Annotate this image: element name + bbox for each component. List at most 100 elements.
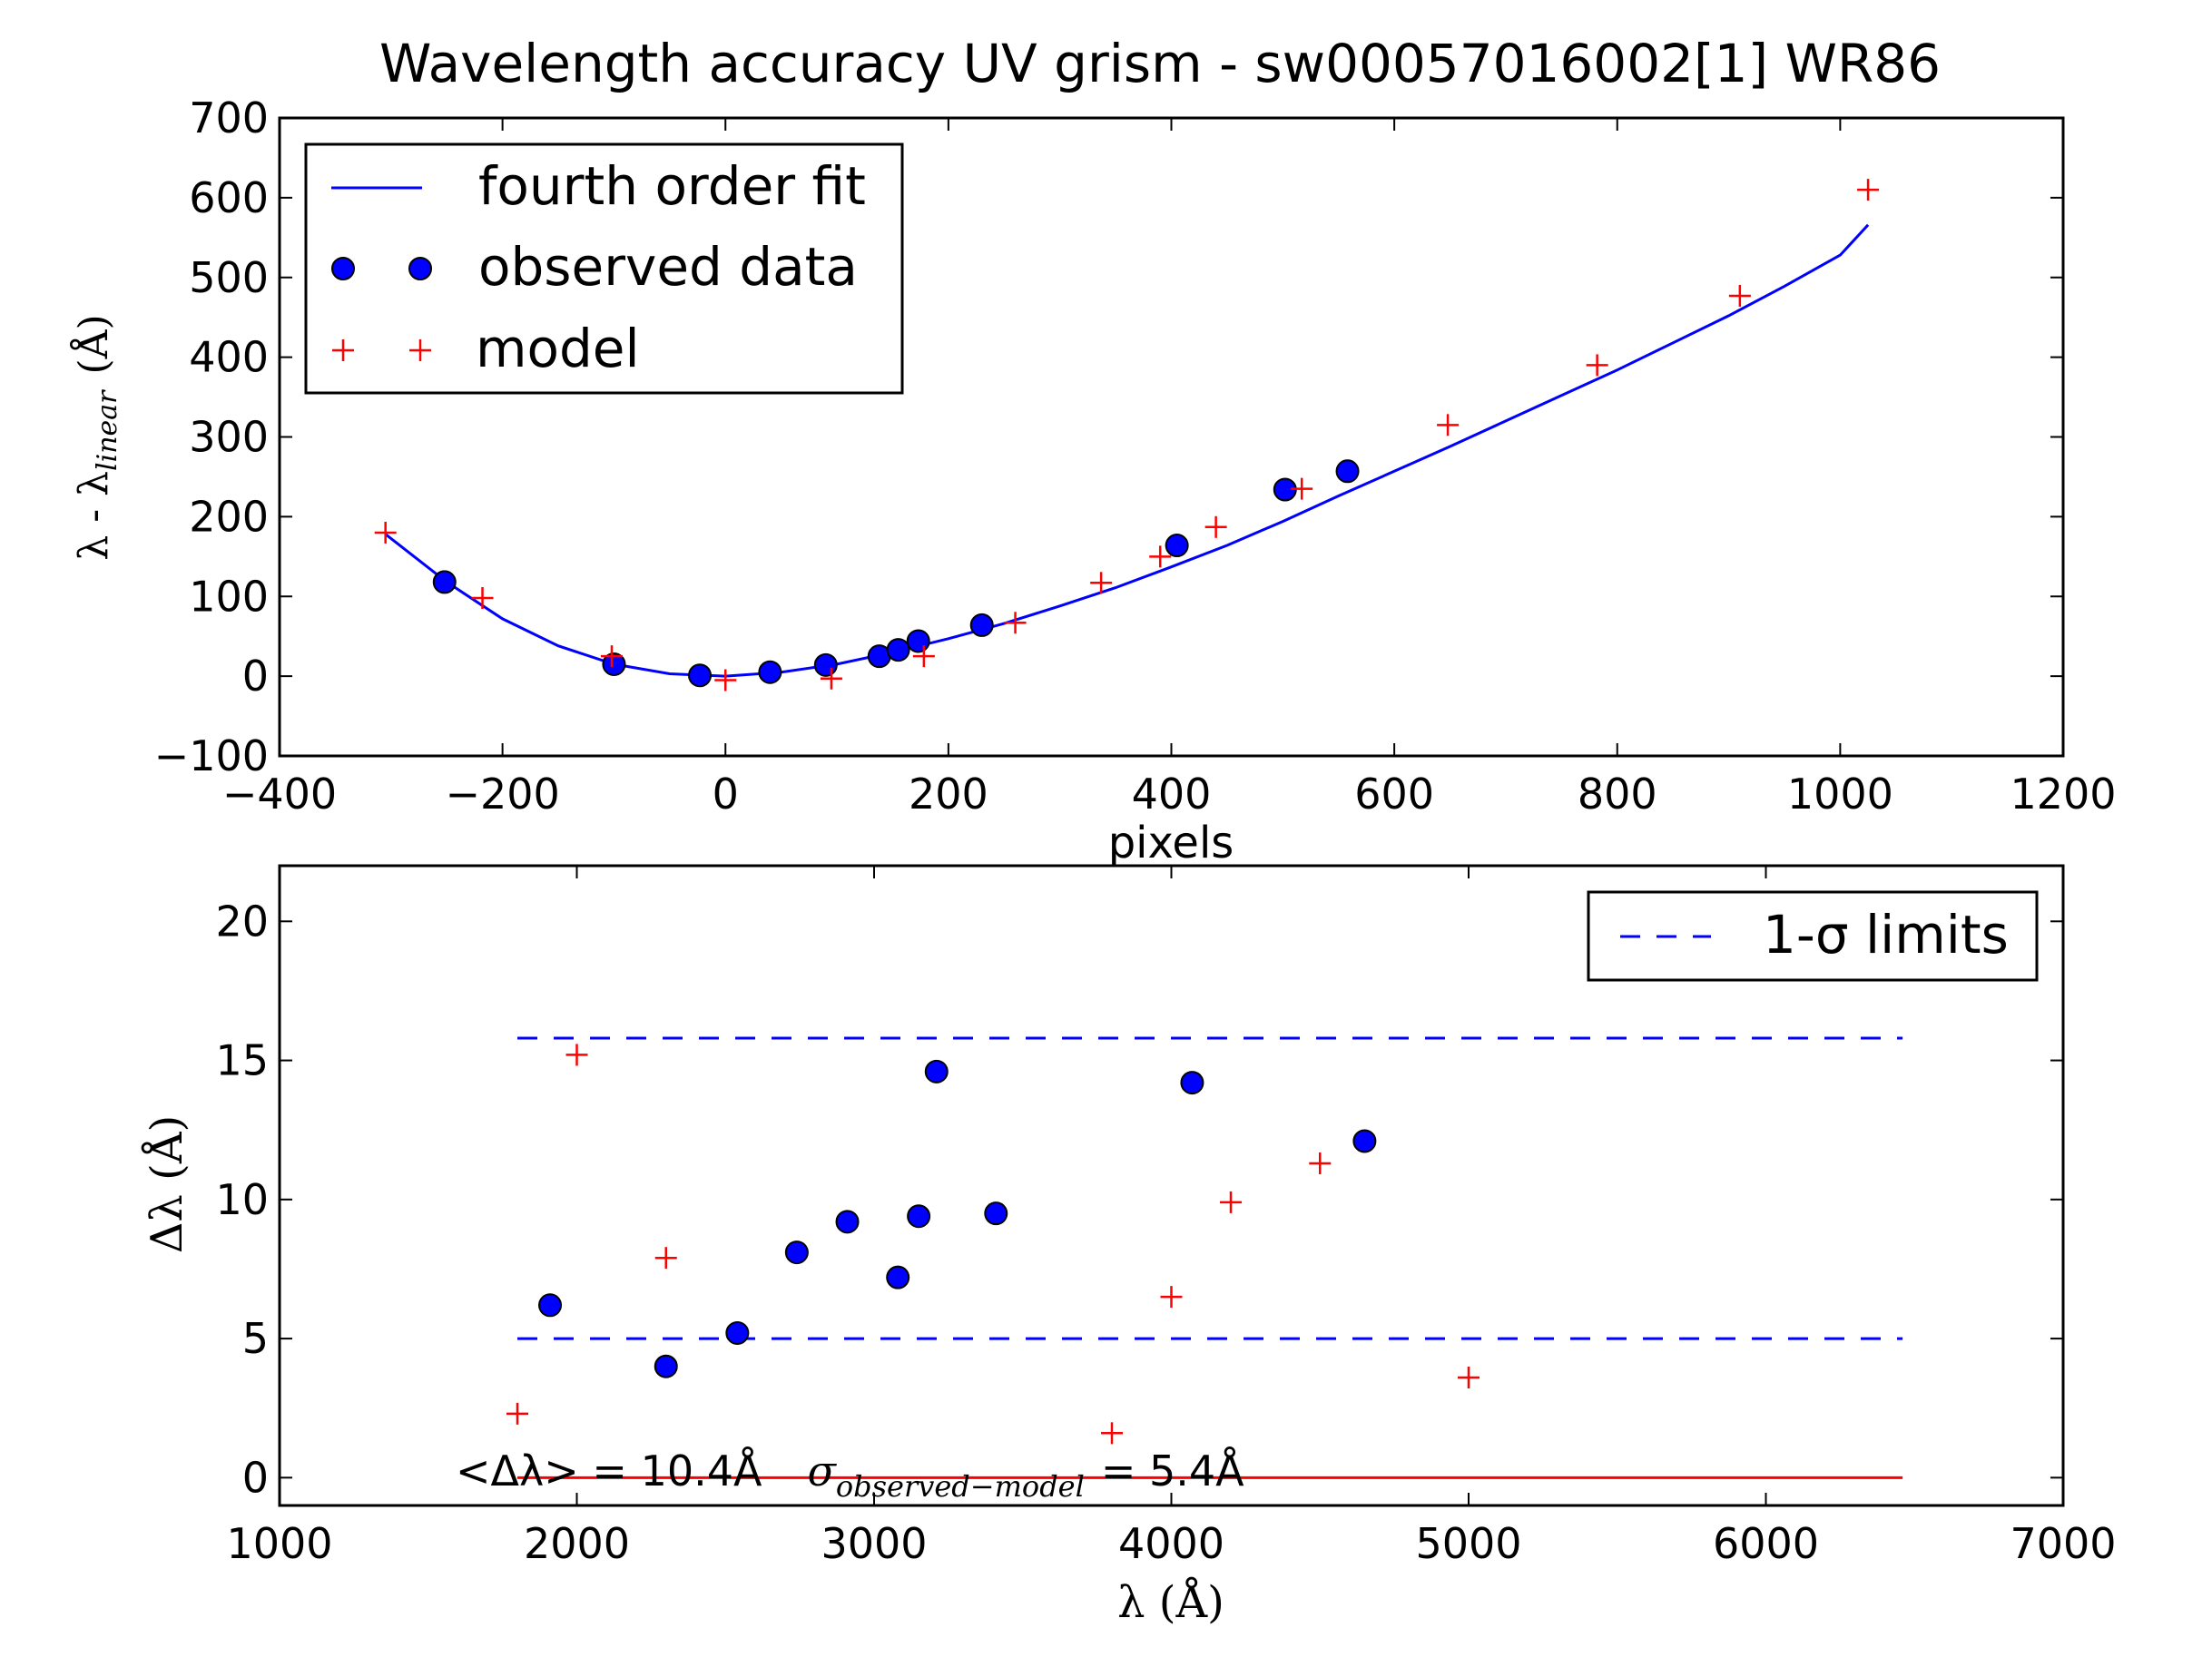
bottom-plot-frame [278,864,2065,1507]
top-x-axis-label: pixels [1108,818,1234,868]
sigma-limits-group [517,1036,1903,1340]
model-point [912,645,935,668]
top-legend-frame [304,142,904,395]
bot-x-tick-label: 7000 [2010,1519,2116,1568]
model-point [471,587,494,610]
annotation-value: = 5.4Å [1101,1446,1244,1495]
top-y-tick-label: 100 [189,572,269,621]
residual-model-point [565,1044,588,1066]
annotation-sigma: σ [807,1446,837,1495]
top-y-tick-label: 300 [189,413,269,462]
legend-model-swatch-right [409,339,431,361]
top-x-tick-label: −200 [445,770,559,819]
residual-model-point [1458,1367,1480,1388]
bot-x-tick-label: 3000 [821,1519,927,1568]
model-point [374,521,397,544]
legend-model-swatch-left [332,339,354,361]
bottom-annotation: <Δλ> = 10.4Å σobserved−model = 5.4Å [456,1446,1244,1504]
top-x-tick-label: 200 [909,770,988,819]
annotation-mean: <Δλ> = 10.4Å [456,1446,762,1495]
top-y-axis-label-sub: linear [92,389,123,471]
model-point [1291,477,1313,500]
model-point [714,669,737,691]
model-point [1586,354,1608,377]
residual-observed-point [1180,1071,1204,1095]
top-y-axis-label-unit: (Å) [69,314,117,374]
top-y-tick-label: 700 [189,93,269,142]
model-point [1149,545,1172,568]
legend-model-label: model [476,318,640,379]
top-y-tick-label: 400 [189,333,269,382]
residual-observed-point [835,1210,860,1234]
model-point [820,667,842,690]
bot-x-tick-label: 6000 [1713,1519,1819,1568]
residual-observed-point [784,1240,809,1265]
model-point [1437,414,1460,436]
model-point [1728,284,1751,307]
model-point [600,645,623,668]
bot-x-tick-label: 2000 [524,1519,630,1568]
fit-line [384,223,1870,678]
bottom-legend: 1-σ limits [1587,890,2039,982]
observed-point [758,660,782,684]
model-point [1004,612,1027,634]
residual-model-points-group [506,1044,1480,1445]
legend-observed-swatch-left [331,257,355,280]
bot-y-tick-label: 0 [242,1453,269,1502]
observed-point [432,570,457,594]
residual-model-point [506,1402,528,1425]
residual-model-point [1309,1152,1332,1174]
top-y-axis-label: λ - λlinear (Å) [69,314,123,560]
chart-title: Wavelength accuracy UV grism - sw0005701… [379,33,1941,94]
top-x-tick-label: 400 [1132,770,1212,819]
top-x-tick-label: 1000 [1787,770,1893,819]
top-x-tick-label: 0 [713,770,739,819]
fit-series-group [384,223,1870,678]
legend-fit-label: fourth order fit [478,155,866,217]
residual-observed-point [907,1204,931,1229]
top-legend: fourth order fit observed data model [304,142,904,395]
residual-model-point [1220,1191,1242,1213]
observed-point [906,629,930,653]
residual-model-point [1101,1422,1123,1445]
observed-point [602,652,626,676]
observed-point [813,652,838,677]
residual-model-point [1160,1286,1183,1309]
top-y-tick-label: 500 [189,253,269,302]
top-y-tick-label: 0 [242,652,269,701]
top-y-tick-label: 600 [189,173,269,222]
bot-y-tick-label: 10 [215,1175,269,1224]
residual-observed-point [1352,1129,1377,1153]
top-y-tick-label: 200 [189,492,269,541]
bot-x-tick-label: 1000 [226,1519,332,1568]
model-points-group [374,179,1880,691]
residual-observed-point [886,1265,910,1289]
top-plot-frame [278,116,2065,758]
residual-model-point [654,1247,677,1270]
annotation-sigma-sub: observed−model [836,1469,1085,1504]
bot-y-tick-label: 15 [215,1036,269,1085]
observed-point [688,663,713,688]
bottom-y-axis-label: Δλ (Å) [141,1115,192,1253]
top-axis-ticks: −400 −200 0 200 400 600 800 1000 1200 −100 0 100 200… [154,93,2117,819]
top-y-tick-label: −100 [154,731,269,780]
model-point [1857,179,1880,201]
residual-observed-point [654,1354,678,1378]
residual-observed-point [538,1293,563,1318]
bottom-x-axis-label: λ (Å) [1117,1576,1224,1628]
bot-y-tick-label: 20 [215,897,269,946]
top-x-tick-label: −400 [222,770,337,819]
residual-observed-points-group [538,1059,1377,1378]
top-x-tick-label: 600 [1354,770,1434,819]
observed-point [1335,459,1360,484]
observed-point [886,638,910,662]
bot-y-tick-label: 5 [242,1314,269,1363]
observed-point [969,613,994,637]
model-point [1090,572,1113,594]
legend-observed-label: observed data [478,236,858,298]
bottom-axis-ticks: 1000 2000 3000 4000 5000 6000 7000 0 5 10 15 20 [215,866,2117,1568]
top-y-axis-label-main: λ - λ [71,471,117,561]
observed-point [1165,534,1189,558]
model-point [1204,515,1227,538]
